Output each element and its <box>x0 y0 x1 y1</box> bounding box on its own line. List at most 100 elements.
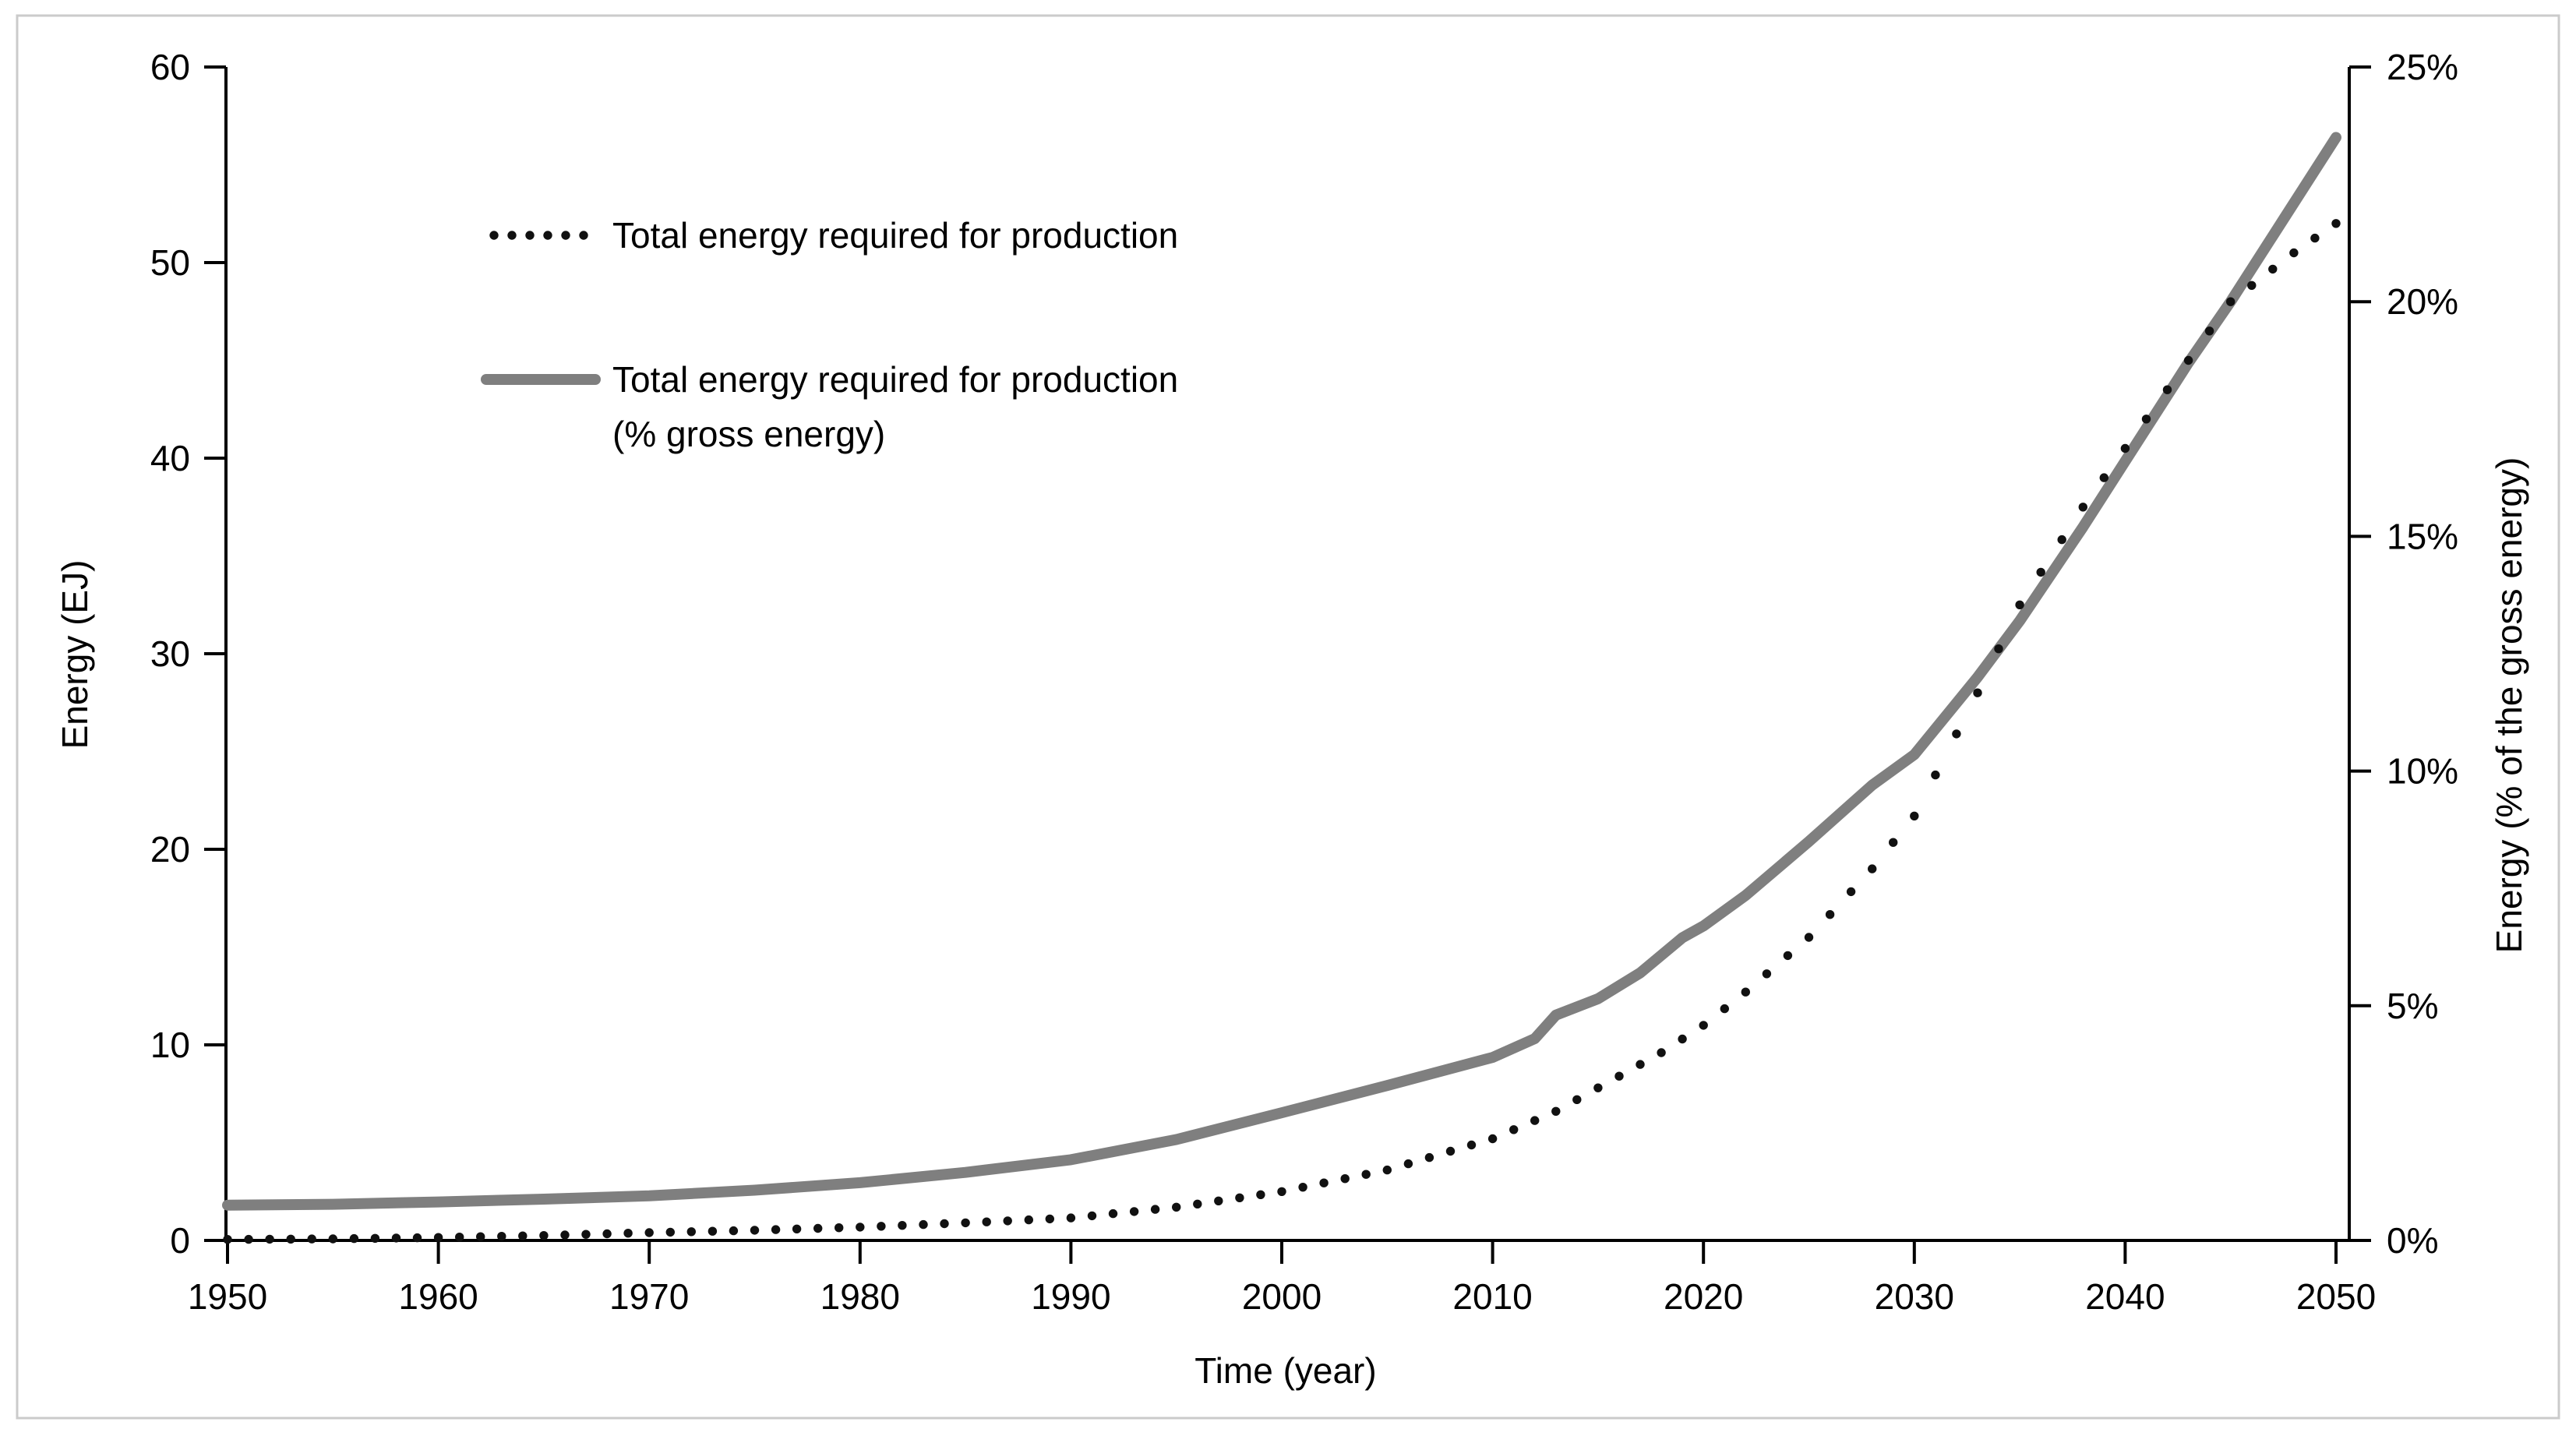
series-total-energy-dot <box>1129 1207 1139 1216</box>
series-total-energy-dot <box>2310 233 2320 243</box>
series-total-energy-dot <box>1678 1034 1687 1044</box>
left-axis-tick-label: 20 <box>150 829 190 870</box>
series-total-energy-dot <box>2057 535 2066 545</box>
series-total-energy-dot <box>1720 1004 1729 1014</box>
series-total-energy-dot <box>1066 1213 1076 1223</box>
series-total-energy-dot <box>560 1230 570 1240</box>
legend-dot <box>543 231 552 240</box>
series-total-energy-dot <box>961 1218 970 1228</box>
series-total-energy-dot <box>1804 933 1814 942</box>
series-total-energy-dot <box>1045 1214 1055 1224</box>
series-total-energy-dot <box>2120 443 2130 453</box>
series-total-energy-dot <box>2183 355 2193 365</box>
series-total-energy-dot <box>1889 838 1898 847</box>
series-total-energy-dot <box>1614 1071 1624 1081</box>
series-total-energy-dot <box>497 1232 506 1241</box>
series-total-energy-dot <box>2078 503 2087 512</box>
series-total-energy-dot <box>581 1230 591 1239</box>
series-total-energy-dot <box>2247 280 2257 290</box>
series-total-energy-dot <box>1424 1152 1434 1163</box>
series-total-energy-dot <box>792 1224 802 1234</box>
series-total-energy-dot <box>265 1234 274 1244</box>
series-total-energy-dot <box>412 1233 422 1243</box>
series-total-energy-dot <box>2162 385 2172 394</box>
x-axis-tick-label: 1970 <box>609 1276 689 1317</box>
series-total-energy-dot <box>982 1217 991 1226</box>
series-total-energy-dot <box>1657 1048 1666 1057</box>
right-axis-tick-label: 25% <box>2387 47 2458 87</box>
series-total-energy-dot <box>2289 248 2299 258</box>
legend-dot <box>489 231 499 240</box>
series-total-energy-dot <box>602 1229 612 1239</box>
series-total-energy-dot <box>1361 1170 1371 1179</box>
series-total-energy-dot <box>349 1233 359 1244</box>
legend-label-gross-energy-line2: (% gross energy) <box>612 414 885 454</box>
x-axis-tick-label: 1960 <box>398 1276 478 1317</box>
series-total-energy-dot <box>370 1233 380 1244</box>
legend-dot <box>579 231 588 240</box>
series-total-energy-dot <box>2015 600 2024 609</box>
right-axis-tick-label: 10% <box>2387 751 2458 792</box>
series-total-energy-dot <box>1256 1190 1265 1200</box>
series-total-energy-dot <box>665 1227 675 1237</box>
right-axis-tick-label: 0% <box>2387 1220 2438 1261</box>
series-total-energy-dot <box>1235 1193 1244 1203</box>
series-total-energy-dot <box>1403 1159 1413 1169</box>
series-total-energy-dot <box>1298 1183 1307 1192</box>
series-total-energy-dot <box>476 1232 485 1241</box>
series-total-energy-dot <box>1593 1083 1603 1092</box>
legend: Total energy required for production Tot… <box>481 215 1178 454</box>
series-total-energy-dot <box>1825 910 1835 919</box>
series-total-energy-dot <box>1214 1196 1223 1206</box>
x-axis-tick-label: 1990 <box>1031 1276 1110 1317</box>
series-total-energy-dot <box>1973 688 1982 697</box>
series-total-energy-dot <box>1551 1106 1561 1117</box>
series-total-energy-dot <box>729 1226 739 1236</box>
series-total-energy-dot <box>1003 1216 1012 1226</box>
series-total-energy-dot <box>1762 969 1772 979</box>
series-total-energy-dot <box>1319 1178 1329 1187</box>
series-total-energy-dot <box>1024 1215 1034 1225</box>
series-total-energy-dot <box>1277 1187 1286 1197</box>
series-total-energy-dot <box>1741 987 1750 997</box>
series-total-energy-dot <box>1868 864 1877 873</box>
series-total-energy-dot <box>1108 1208 1118 1219</box>
series-total-energy-dot <box>391 1233 401 1243</box>
series-total-energy-dot <box>1952 729 1961 739</box>
legend-dot <box>525 231 535 240</box>
x-axis-tick-label: 2020 <box>1664 1276 1743 1317</box>
series-total-energy-dot <box>244 1234 253 1244</box>
series-total-energy-dot <box>686 1227 696 1237</box>
series-total-energy-dot <box>1572 1095 1582 1105</box>
series-total-energy-dot <box>2099 473 2108 482</box>
series-total-energy-dot <box>1150 1205 1160 1214</box>
series-total-energy-dot <box>771 1225 781 1234</box>
legend-dot <box>507 231 517 240</box>
series-total-energy-dot <box>708 1226 718 1236</box>
series-total-energy-dot <box>940 1219 949 1229</box>
series-total-energy-dot <box>750 1226 760 1235</box>
series-total-energy-dot <box>813 1223 823 1233</box>
series-total-energy-dot <box>1487 1134 1498 1144</box>
series-total-energy-dot <box>307 1234 316 1244</box>
series-total-energy-dot <box>2268 264 2278 274</box>
series-total-energy-dot <box>1994 644 2003 654</box>
left-axis-tick-label: 30 <box>150 633 190 674</box>
right-axis-tick-label: 15% <box>2387 516 2458 556</box>
series-total-energy-dot <box>1846 887 1856 897</box>
series-total-energy-dot <box>2204 326 2214 336</box>
left-axis-title: Energy (EJ) <box>55 560 95 750</box>
series-total-energy-dot <box>2331 219 2341 228</box>
series-total-energy-dot <box>2036 567 2045 577</box>
series-total-energy-dot <box>1172 1202 1181 1212</box>
right-axis-tick-label: 20% <box>2387 281 2458 322</box>
series-total-energy-dot <box>2226 297 2235 306</box>
series-total-energy-dot <box>919 1219 928 1230</box>
left-axis-tick-label: 60 <box>150 47 190 87</box>
series-total-energy-dot <box>1445 1146 1456 1156</box>
left-axis-tick-label: 0 <box>170 1220 190 1261</box>
legend-dot <box>561 231 570 240</box>
series-total-energy-dot <box>1466 1140 1477 1150</box>
